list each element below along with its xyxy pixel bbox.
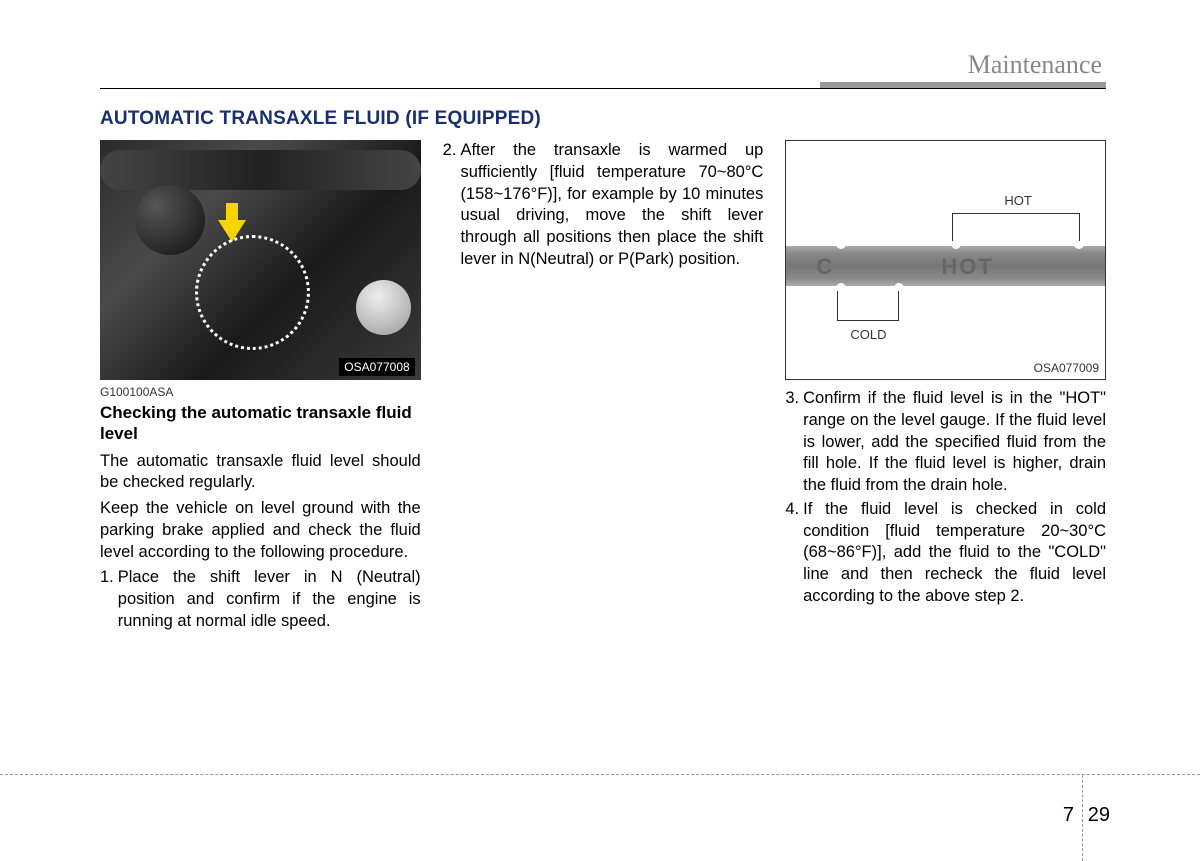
page-number: 29	[1088, 804, 1110, 827]
header-title: Maintenance	[968, 50, 1102, 80]
dipstick-diagram: HOT C HOT COLD OSA077009	[785, 140, 1106, 380]
subheading: Checking the automatic transaxle fluid l…	[100, 402, 421, 445]
paragraph: The automatic transaxle fluid level shou…	[100, 451, 421, 495]
hot-range-bracket	[952, 213, 1080, 243]
list-text: After the transaxle is warmed up suffici…	[460, 140, 763, 271]
list-item: 2. After the transaxle is warmed up suff…	[443, 140, 764, 271]
paragraph: Keep the vehicle on level ground with th…	[100, 498, 421, 563]
dipstick-hot-label: HOT	[941, 254, 993, 280]
engine-compartment-image: OSA077008	[100, 140, 421, 380]
cold-bracket-label: COLD	[850, 327, 886, 342]
cold-range-bracket	[837, 291, 899, 321]
columns-container: OSA077008 G100100ASA Checking the automa…	[100, 140, 1106, 635]
page-section-number: 7	[1063, 804, 1074, 827]
header-rule	[100, 88, 1106, 89]
list-text: Confirm if the fluid level is in the "HO…	[803, 388, 1106, 497]
hot-bracket-label: HOT	[1004, 193, 1031, 208]
column-1: OSA077008 G100100ASA Checking the automa…	[100, 140, 421, 635]
list-number: 1.	[100, 567, 114, 632]
dipstick-c-label: C	[816, 254, 832, 280]
document-code: G100100ASA	[100, 385, 421, 399]
list-number: 3.	[785, 388, 799, 497]
image-reference-code: OSA077009	[1034, 361, 1099, 375]
list-item: 1. Place the shift lever in N (Neutral) …	[100, 567, 421, 632]
highlight-circle	[195, 235, 310, 350]
section-title: AUTOMATIC TRANSAXLE FLUID (IF EQUIPPED)	[100, 108, 1106, 130]
column-3: HOT C HOT COLD OSA077009 3. Confirm if t…	[785, 140, 1106, 635]
list-item: 4. If the fluid level is checked in cold…	[785, 499, 1106, 608]
list-number: 4.	[785, 499, 799, 608]
page-header: Maintenance	[0, 50, 1200, 90]
list-text: If the fluid level is checked in cold co…	[803, 499, 1106, 608]
list-text: Place the shift lever in N (Neutral) pos…	[118, 567, 421, 632]
footer-dashed-line	[0, 774, 1200, 775]
column-2: 2. After the transaxle is warmed up suff…	[443, 140, 764, 635]
content-region: AUTOMATIC TRANSAXLE FLUID (IF EQUIPPED) …	[100, 108, 1106, 635]
list-item: 3. Confirm if the fluid level is in the …	[785, 388, 1106, 497]
footer-vertical-line	[1082, 775, 1083, 861]
image-reference-code: OSA077008	[339, 358, 414, 376]
list-number: 2.	[443, 140, 457, 271]
